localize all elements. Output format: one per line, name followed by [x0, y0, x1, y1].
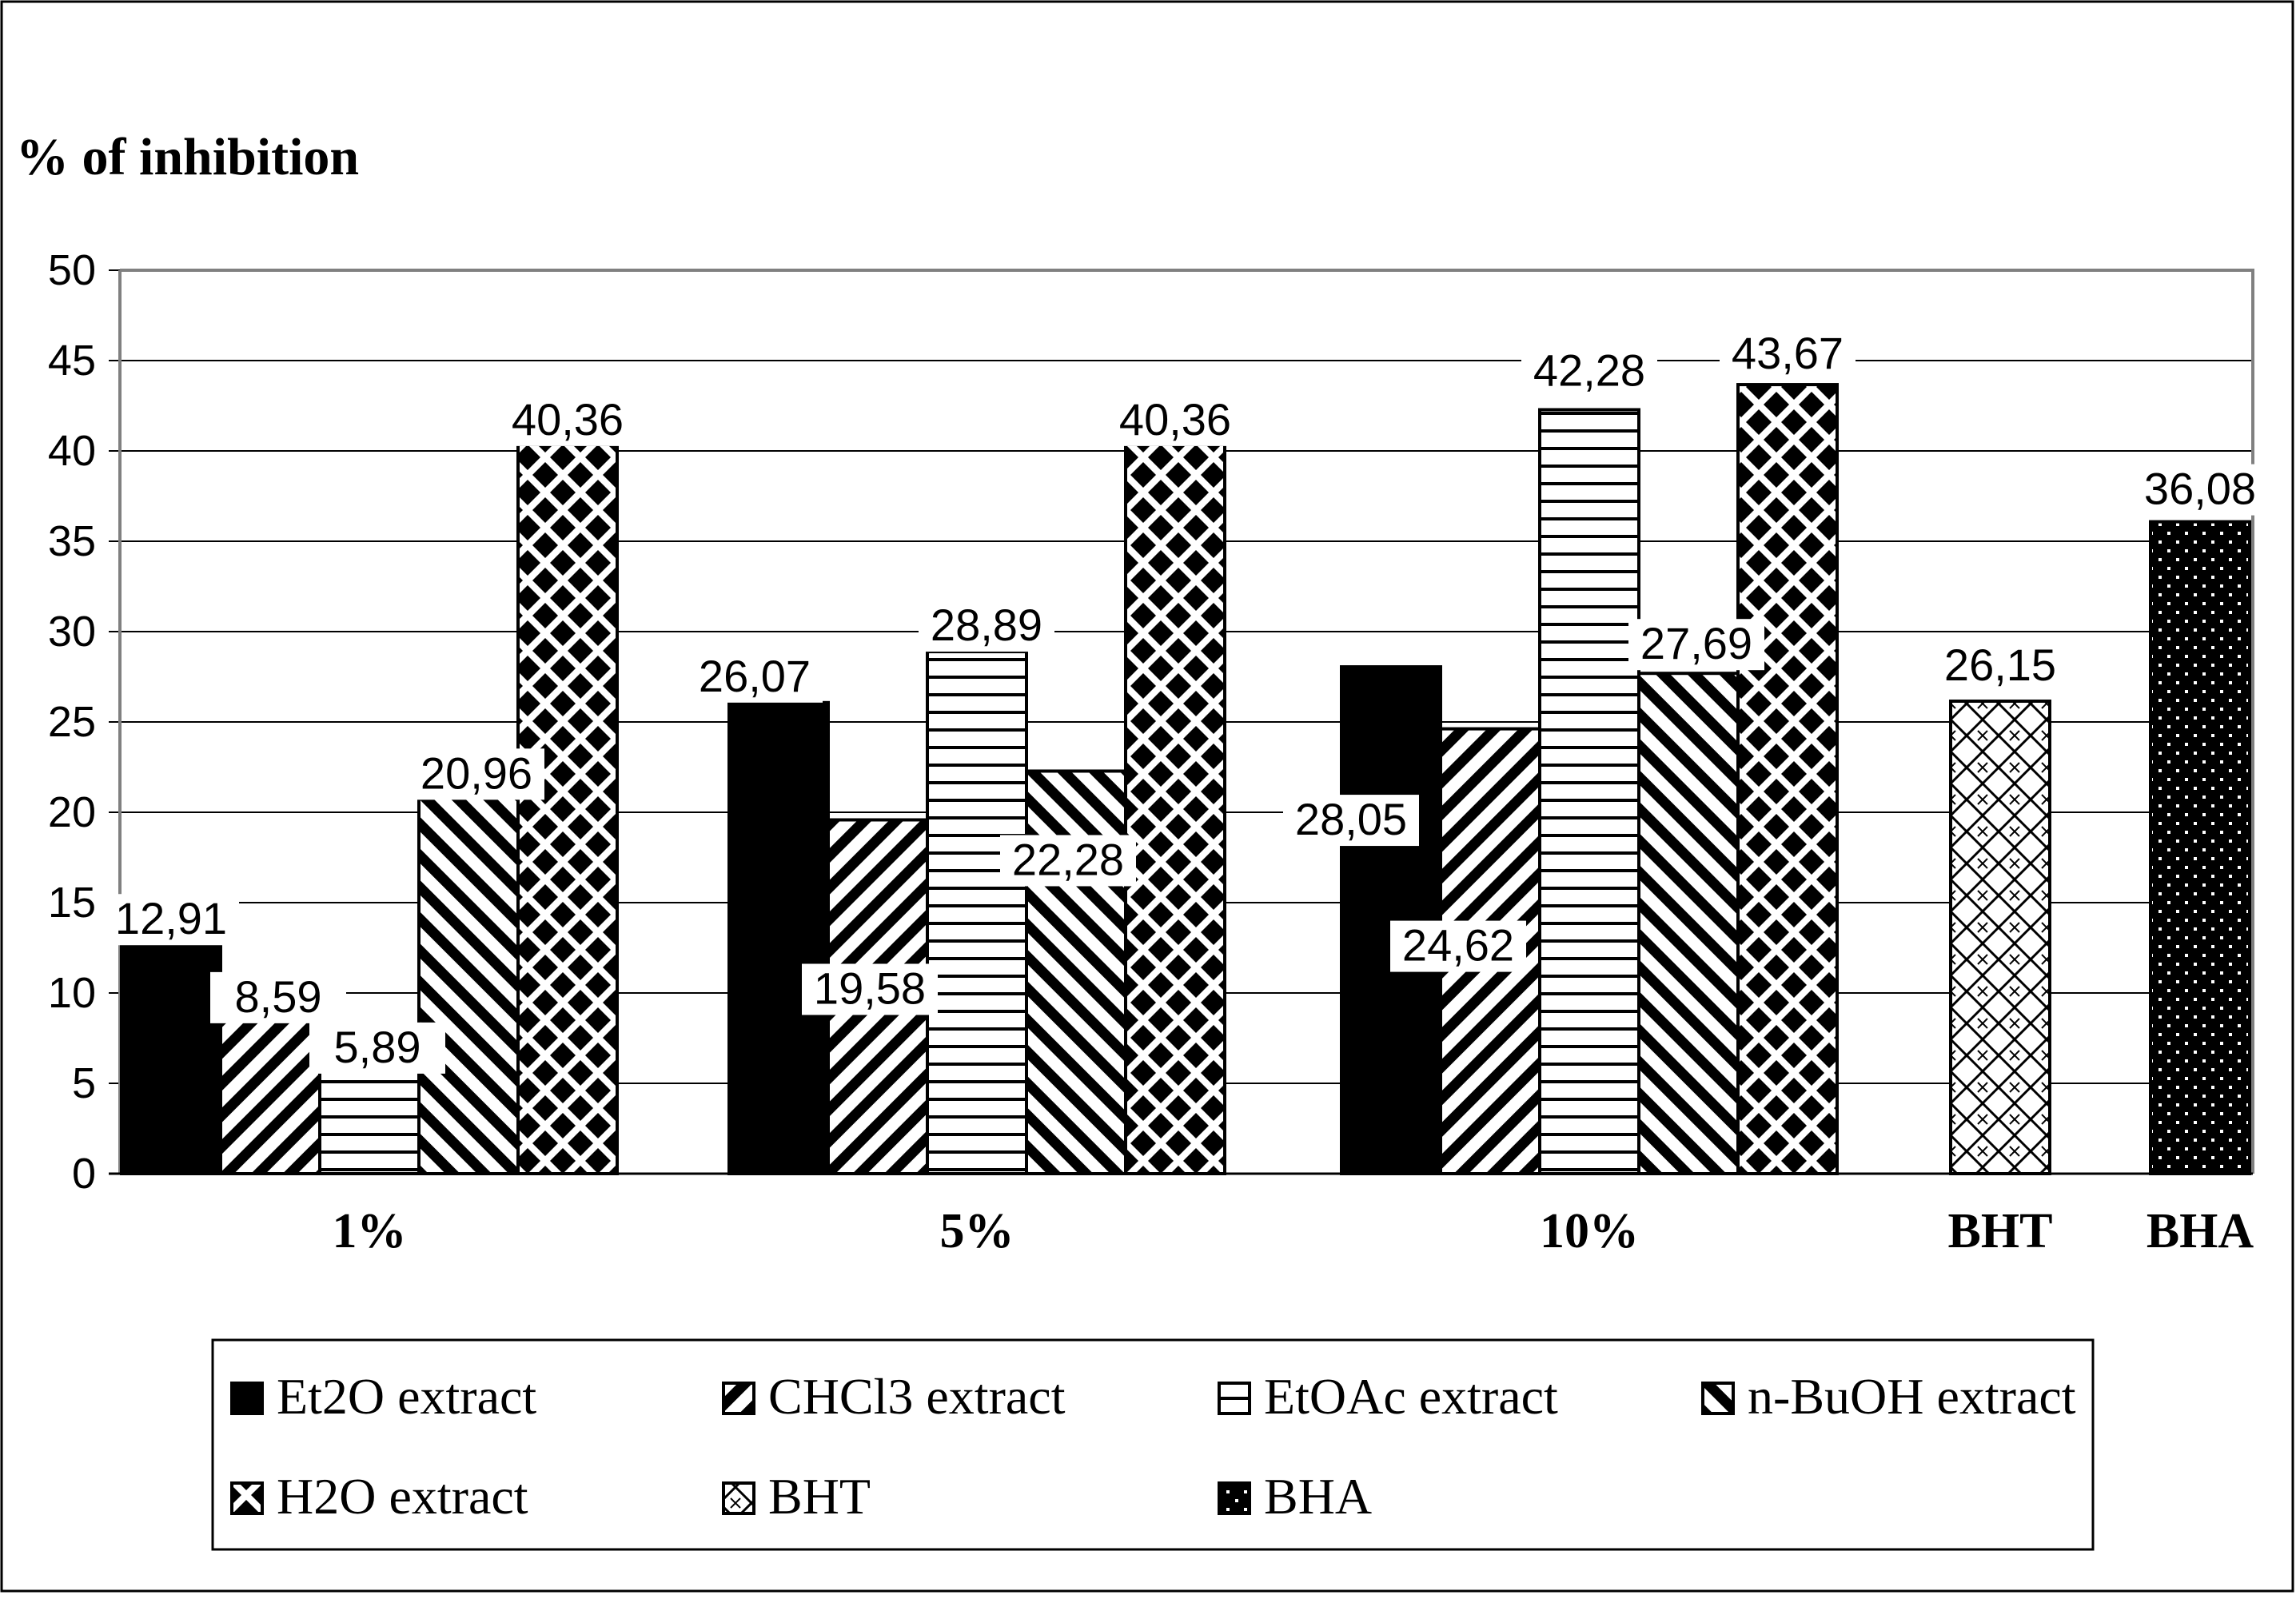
data-label: 28,89 — [931, 600, 1042, 650]
data-label-bg — [409, 748, 544, 800]
legend-label: BHT — [768, 1468, 871, 1525]
data-label-bg — [103, 894, 239, 946]
data-label: 20,96 — [421, 748, 532, 798]
data-label: 26,15 — [1944, 640, 2056, 690]
bar — [318, 1065, 421, 1175]
y-tick-label: 20 — [48, 788, 96, 836]
bar — [1736, 383, 1839, 1176]
legend: Et2O extract CHCl3 extract EtOAc extract n-… — [230, 1368, 2076, 1525]
data-label: 43,67 — [1732, 328, 1844, 378]
y-tick-label: 50 — [48, 246, 96, 294]
bar — [1340, 665, 1442, 1175]
legend-label: EtOAc extract — [1264, 1368, 1558, 1425]
bar — [219, 1016, 321, 1175]
bar — [926, 650, 1028, 1175]
legend-label: CHCl3 extract — [768, 1368, 1066, 1425]
y-tick-label: 5 — [72, 1059, 96, 1107]
y-tick-label: 15 — [48, 879, 96, 927]
data-label-bg — [919, 600, 1054, 652]
bar — [1025, 769, 1127, 1175]
legend-swatch — [1218, 1382, 1251, 1415]
data-label-bg — [1521, 345, 1657, 397]
bar — [1124, 442, 1226, 1175]
data-label-bg — [1932, 640, 2068, 692]
bars — [120, 383, 2251, 1176]
data-label-bg — [802, 963, 938, 1015]
legend-label: H2O extract — [277, 1468, 528, 1525]
plot-border — [120, 269, 2254, 1174]
data-label-bg — [1283, 795, 1419, 847]
legend-swatch — [722, 1481, 755, 1515]
data-label-bg — [1628, 619, 1764, 671]
data-label: 27,69 — [1640, 618, 1752, 668]
data-label-bg — [1107, 394, 1243, 446]
y-tick-label: 30 — [48, 608, 96, 656]
data-label: 22,28 — [1012, 834, 1124, 884]
data-label: 12,91 — [115, 893, 227, 943]
axes: 0 5 10 15 20 25 30 35 40 45 50 — [48, 246, 2254, 1198]
legend-swatch — [1701, 1382, 1735, 1415]
legend-swatch — [722, 1382, 755, 1415]
data-label-bg — [210, 971, 346, 1023]
data-label-bg — [309, 1022, 445, 1074]
y-tick-label: 0 — [72, 1150, 96, 1198]
legend-label: Et2O extract — [277, 1368, 536, 1425]
legend-box — [211, 1338, 2095, 1551]
bar — [1637, 672, 1740, 1175]
legend-swatch — [230, 1481, 264, 1515]
data-label: 19,58 — [814, 963, 926, 1013]
x-tick-label: BHA — [2147, 1204, 2254, 1258]
data-label: 40,36 — [512, 394, 624, 445]
data-label: 8,59 — [235, 971, 322, 1022]
data-label: 26,07 — [699, 651, 811, 701]
bar — [1538, 408, 1640, 1175]
y-tick-label: 10 — [48, 969, 96, 1017]
y-tick-label: 35 — [48, 517, 96, 565]
y-tick-label: 25 — [48, 698, 96, 746]
bar — [120, 939, 222, 1175]
data-label: 24,62 — [1402, 920, 1514, 971]
legend-label: BHA — [1264, 1468, 1372, 1525]
bar — [1949, 700, 2051, 1175]
x-tick-labels: 1% 5% 10% BHT BHA — [333, 1204, 2254, 1258]
x-tick-label: BHT — [1948, 1204, 2053, 1258]
data-label: 40,36 — [1119, 394, 1231, 445]
x-tick-label: 5% — [940, 1204, 1014, 1258]
data-label-bg — [1000, 835, 1136, 887]
data-labels: 12,918,595,89 20,96 40,36 26,07 19,58 28,89 22… — [103, 328, 2268, 1074]
legend-swatch — [1218, 1481, 1251, 1515]
x-tick-label: 10% — [1540, 1204, 1639, 1258]
bar — [727, 700, 830, 1175]
legend-swatch — [230, 1382, 264, 1415]
x-tick-label: 1% — [333, 1204, 407, 1258]
data-label: 28,05 — [1295, 794, 1407, 844]
data-label-bg — [1720, 329, 1856, 381]
bar — [417, 793, 520, 1176]
bar — [516, 442, 619, 1175]
data-label: 5,89 — [334, 1022, 421, 1072]
y-axis-title: % of inhibition — [16, 128, 359, 186]
data-label-bg — [500, 394, 636, 446]
legend-label: n-BuOH extract — [1748, 1368, 2076, 1425]
data-label-bg — [2132, 464, 2268, 516]
data-label-bg — [687, 651, 823, 703]
data-label: 42,28 — [1533, 345, 1645, 395]
y-tick-label: 45 — [48, 337, 96, 385]
bar — [2149, 520, 2251, 1175]
data-label-bg — [1390, 920, 1526, 972]
y-tick-label: 40 — [48, 427, 96, 475]
data-label: 36,08 — [2144, 464, 2256, 514]
